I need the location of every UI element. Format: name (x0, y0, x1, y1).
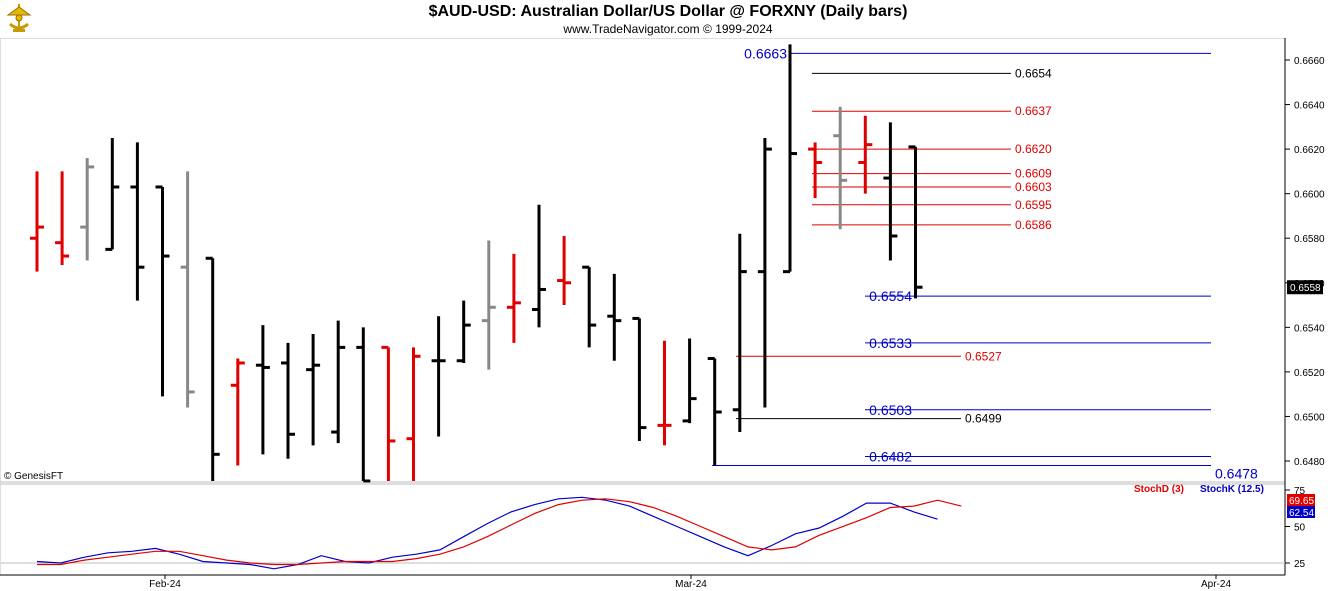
blue-level-label: 0.6663 (744, 45, 787, 61)
price-axis: 0.66600.66400.66200.66000.65800.65600.65… (1285, 56, 1325, 468)
ohlc-bar (582, 265, 597, 348)
watermark: © GenesisFT (4, 471, 63, 482)
blue-level-label: 0.6533 (869, 335, 912, 351)
blue-level-label: 0.6478 (1215, 465, 1258, 481)
stoch-d-line (37, 498, 962, 566)
price-panel-frame (0, 37, 1286, 483)
ohlc-bar (532, 204, 546, 328)
price-tick-label: 0.6500 (1294, 412, 1325, 423)
ohlc-bar (757, 137, 772, 408)
x-tick-label: Apr-24 (1201, 579, 1231, 590)
blue-level-label: 0.6503 (869, 402, 912, 418)
price-tick-label: 0.6480 (1294, 457, 1325, 468)
last-price-label: 0.6558 (1290, 283, 1321, 294)
ohlc-bar (155, 185, 170, 397)
last-price-box (1287, 280, 1323, 295)
ohlc-bar (607, 273, 622, 361)
price-tick-label: 0.6600 (1294, 190, 1325, 201)
price-tick-label: 0.6580 (1294, 234, 1325, 245)
ohlc-bar (306, 334, 321, 446)
ohlc-bar (230, 358, 245, 466)
ohlc-bar (808, 142, 823, 199)
ohlc-bar (506, 253, 521, 343)
red-level-label: 0.6527 (965, 349, 1002, 363)
ohlc-bar (883, 122, 898, 261)
ohlc-bar (255, 325, 270, 455)
ohlc-bar (682, 338, 697, 424)
ohlc-bar (406, 347, 421, 481)
x-axis: Feb-24 Mar-24 Apr-24 (149, 575, 1231, 590)
ohlc-bar (130, 142, 145, 301)
price-tick-label: 0.6640 (1294, 101, 1325, 112)
ohlc-bar (456, 300, 471, 363)
ohlc-bar (331, 320, 346, 444)
blue-level-label: 0.6482 (869, 449, 912, 465)
black-level-label: 0.6499 (965, 412, 1002, 426)
ohlc-bar (908, 145, 923, 299)
stoch-tick-label: 25 (1294, 559, 1306, 570)
price-tick-label: 0.6540 (1294, 323, 1325, 334)
ohlc-bar (55, 171, 70, 265)
ohlc-bar (30, 171, 44, 272)
legend-stoch-d: StochD (3) (1134, 484, 1184, 495)
stoch-panel-frame (0, 483, 1286, 576)
red-level-label: 0.6595 (1015, 198, 1052, 212)
chart-title: $AUD-USD: Australian Dollar/US Dollar @ … (428, 3, 908, 20)
price-tick-label: 0.6520 (1294, 368, 1325, 379)
ohlc-bar (431, 316, 446, 437)
trade-navigator-logo-icon (6, 4, 32, 32)
ohlc-bar (557, 235, 572, 306)
stoch-tick-label: 75 (1294, 486, 1306, 497)
price-levels: 0.6663 0.6554 0.6533 0.6503 0.6482 0.6478 0.66… (712, 45, 1258, 481)
stoch-d-last-box (1287, 494, 1315, 506)
red-level-label: 0.6603 (1015, 180, 1052, 194)
ohlc-bar (632, 316, 647, 441)
x-tick-label: Mar-24 (675, 579, 707, 590)
ohlc-bar (381, 345, 396, 481)
ohlc-bar (80, 158, 95, 261)
red-level-label: 0.6609 (1015, 167, 1052, 181)
red-level-label: 0.6637 (1015, 104, 1052, 118)
ohlc-bar (707, 357, 722, 466)
red-level-label: 0.6620 (1015, 142, 1052, 156)
ohlc-bar (858, 115, 873, 194)
ohlc-bar (356, 327, 371, 483)
ohlc-bar (281, 342, 295, 459)
blue-level-label: 0.6554 (869, 288, 912, 304)
ohlc-bar (657, 340, 672, 446)
ohlc-bar (481, 240, 496, 370)
stoch-d-last-label: 69.65 (1289, 496, 1314, 507)
stoch-k-line (36, 496, 938, 570)
ohlc-bar (833, 106, 848, 230)
ohlc-bar (205, 256, 220, 481)
stoch-tick-label: 50 (1294, 523, 1306, 534)
ohlc-bar (180, 171, 195, 408)
ohlc-bar (105, 137, 120, 251)
legend-stoch-k: StochK (12.5) (1200, 484, 1264, 495)
red-level-label: 0.6586 (1015, 218, 1052, 232)
ohlc-bar (732, 233, 747, 433)
price-bars (30, 44, 923, 483)
chart-subtitle: www.TradeNavigator.com © 1999-2024 (563, 22, 773, 36)
chart-header: $AUD-USD: Australian Dollar/US Dollar @ … (0, 0, 1336, 38)
black-level-label: 0.6654 (1015, 66, 1052, 80)
ohlc-bar (783, 44, 797, 274)
stoch-k-last-box (1287, 506, 1315, 518)
price-tick-label: 0.6660 (1294, 56, 1325, 67)
stoch-k-last-label: 62.54 (1289, 508, 1314, 519)
price-tick-label: 0.6620 (1294, 145, 1325, 156)
x-tick-label: Feb-24 (149, 579, 181, 590)
